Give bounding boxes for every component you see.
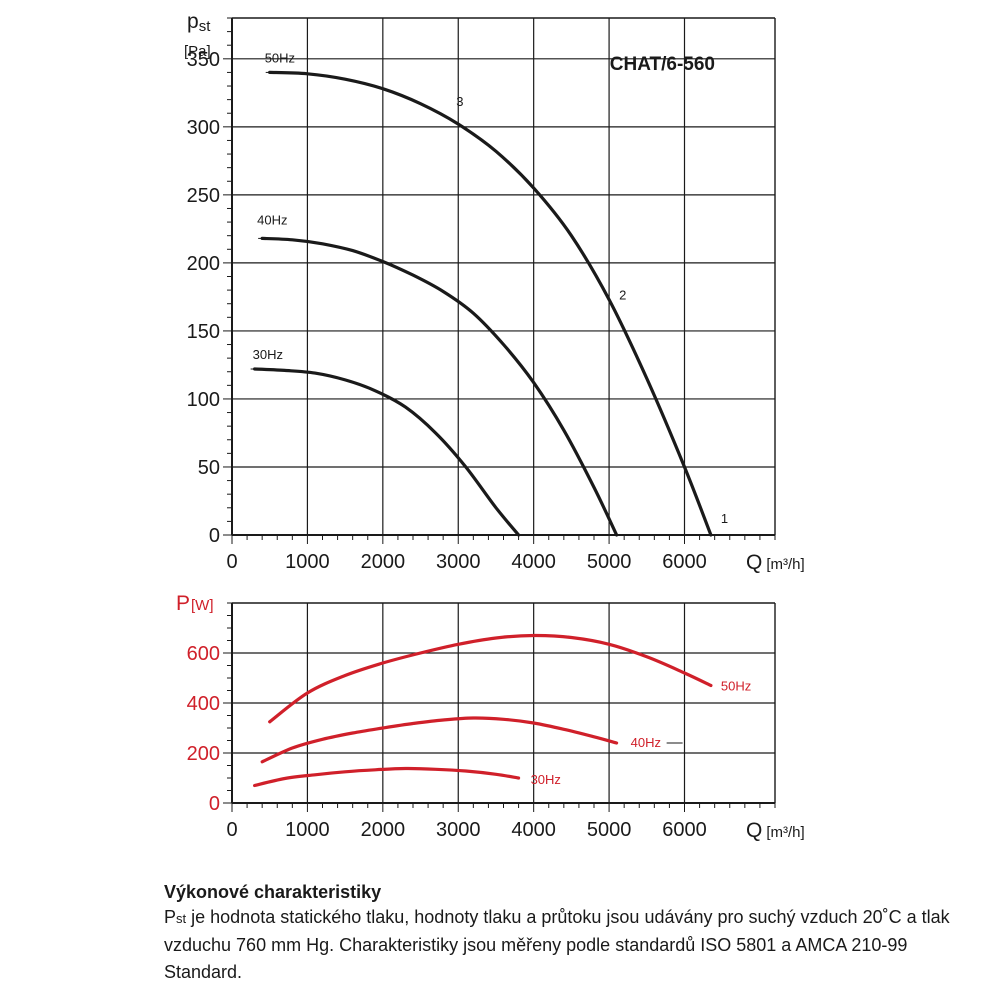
series-line-30hz <box>253 367 521 537</box>
series-label: 30Hz <box>531 772 561 787</box>
x-tick-label: 2000 <box>361 819 406 841</box>
series-label: 40Hz <box>257 212 287 227</box>
x-tick-label: 4000 <box>511 819 556 841</box>
x-tick-label: 1000 <box>285 551 330 573</box>
y-tick-label: 0 <box>209 793 220 815</box>
x-tick-label: 0 <box>226 551 237 573</box>
x-axis-unit: [m³/h] <box>766 824 804 841</box>
y-axis-label: P[W] <box>176 592 214 615</box>
series-label: 40Hz <box>631 735 661 750</box>
series-label: 50Hz <box>265 50 295 65</box>
caption-lead: P <box>164 907 177 927</box>
y-axis-label-subscript: st <box>199 18 212 35</box>
y-axis-label-main: p <box>187 10 199 33</box>
x-tick-label: 1000 <box>285 819 330 841</box>
pressure-chart: 0 50 100 150 200 250 300 350 0 1000 2000 3000 4000 50… <box>184 10 805 574</box>
series-line-40hz <box>260 716 619 764</box>
series-line-50hz <box>268 70 713 537</box>
curve-annotation: 3 <box>456 94 463 109</box>
series-label: 50Hz <box>721 679 751 694</box>
y-tick-label: 200 <box>187 253 220 275</box>
caption-body: je hodnota statického tlaku, hodnoty tla… <box>164 907 950 982</box>
y-tick-label: 250 <box>187 185 220 207</box>
caption-block: Výkonové charakteristiky Pst je hodnota … <box>164 880 984 986</box>
curve-annotation: 1 <box>721 511 728 526</box>
y-tick-label: 200 <box>187 743 220 765</box>
x-axis-label: Q [m³/h] <box>746 819 805 842</box>
caption-text: Pst je hodnota statického tlaku, hodnoty… <box>164 904 984 986</box>
curve-annotation: 2 <box>619 288 626 303</box>
x-axis-label: Q [m³/h] <box>746 551 805 574</box>
caption-lead-subscript: st <box>176 911 187 926</box>
x-axis-unit: [m³/h] <box>766 556 804 573</box>
y-axis-label-main: P <box>176 592 190 615</box>
x-tick-label: 6000 <box>662 551 707 573</box>
x-axis-label-main: Q <box>746 551 762 574</box>
y-axis-unit: [Pa] <box>184 43 211 60</box>
series-line-40hz <box>260 236 619 537</box>
y-tick-label: 100 <box>187 389 220 411</box>
caption-title: Výkonové charakteristiky <box>164 882 382 902</box>
x-tick-label: 6000 <box>662 819 707 841</box>
series-line-30hz <box>253 766 521 788</box>
x-tick-label: 4000 <box>511 551 556 573</box>
x-axis-label-main: Q <box>746 819 762 842</box>
y-tick-label: 400 <box>187 693 220 715</box>
x-tick-label: 2000 <box>361 551 406 573</box>
y-tick-label: 600 <box>187 643 220 665</box>
y-tick-label: 300 <box>187 117 220 139</box>
x-tick-label: 5000 <box>587 551 632 573</box>
x-tick-label: 0 <box>226 819 237 841</box>
series-line-50hz <box>268 633 713 724</box>
y-axis-label: pst <box>187 10 211 35</box>
y-tick-label: 150 <box>187 321 220 343</box>
x-tick-label: 3000 <box>436 819 481 841</box>
x-tick-label: 3000 <box>436 551 481 573</box>
series-label: 30Hz <box>253 347 283 362</box>
y-tick-label: 0 <box>209 525 220 547</box>
y-axis-unit: [W] <box>191 597 214 614</box>
y-tick-label: 50 <box>198 457 220 479</box>
x-tick-label: 5000 <box>587 819 632 841</box>
y-tick-label: 350 <box>187 49 220 71</box>
chart-title: CHAT/6-560 <box>610 54 715 75</box>
